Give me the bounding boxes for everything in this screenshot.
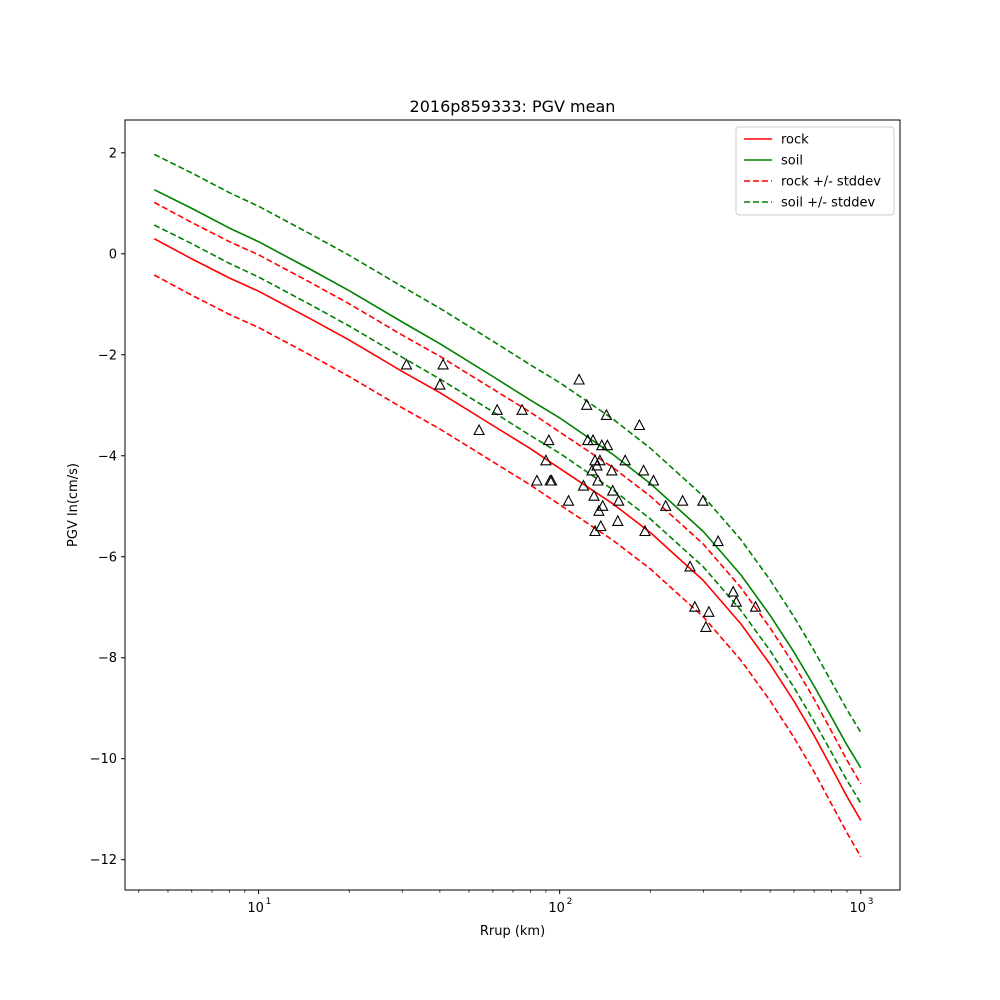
observation-points [400, 358, 762, 632]
legend-label: rock +/- stddev [781, 175, 881, 190]
y-tick-label: 0 [109, 247, 117, 262]
observation-point [727, 585, 740, 597]
observation-point [573, 373, 586, 385]
observation-point [647, 474, 660, 486]
observation-point [619, 454, 632, 466]
observation-point [606, 484, 619, 496]
observation-point [696, 494, 709, 506]
y-axis-label: PGV ln(cm/s) [66, 463, 81, 547]
series-line-soil [153, 188, 862, 769]
observation-point [688, 600, 701, 612]
observation-point [594, 519, 607, 532]
series-line-rock-stddev [153, 274, 862, 858]
observation-point [433, 378, 446, 390]
y-tick-label: −8 [98, 651, 117, 666]
series-line-rock-stddev [153, 201, 862, 785]
observation-point [702, 605, 715, 617]
observation-point [596, 499, 609, 511]
x-tick-label: 10 [548, 901, 565, 916]
x-tick-label: 10 [247, 901, 264, 916]
observation-point [749, 600, 762, 612]
observation-point [516, 403, 529, 415]
observation-point [580, 398, 593, 410]
y-tick-label: 2 [109, 146, 117, 161]
series-lines [153, 153, 862, 858]
observation-point [605, 464, 618, 476]
observation-point [730, 595, 743, 607]
observation-point [601, 439, 614, 451]
observation-point [545, 474, 558, 486]
observation-point [588, 489, 600, 501]
y-tick-label: −10 [90, 752, 117, 767]
observation-point [400, 358, 413, 370]
observation-point [699, 620, 712, 632]
observation-point [637, 464, 650, 476]
x-tick-exponent: 1 [266, 897, 272, 907]
observation-point [587, 433, 599, 446]
observation-point [542, 433, 555, 446]
legend-box [735, 126, 895, 216]
observation-point [593, 454, 606, 466]
x-tick-label: 10 [849, 901, 866, 916]
series-line-rock [153, 237, 862, 821]
legend-label: soil [781, 154, 803, 169]
observation-point [676, 494, 689, 506]
plot-area [125, 120, 900, 890]
y-tick-label: −2 [98, 348, 117, 363]
series-line-soil-stddev [153, 224, 862, 804]
y-tick-label: −12 [90, 853, 117, 868]
y-tick-label: −4 [98, 449, 117, 464]
observation-point [437, 358, 450, 370]
x-tick-exponent: 3 [868, 897, 874, 907]
observation-point [530, 474, 543, 486]
observation-point [659, 499, 672, 511]
observation-point [600, 408, 613, 420]
legend: rock soil rock +/- stddev soil +/- stddev [735, 126, 895, 216]
observation-point [562, 494, 575, 506]
observation-point [591, 474, 604, 486]
observation-point [639, 524, 651, 537]
y-tick-label: −6 [98, 550, 117, 565]
chart-title: 2016p859333: PGV mean [410, 97, 616, 116]
series-line-soil-stddev [153, 153, 862, 733]
observation-point [684, 560, 696, 572]
x-axis-label: Rrup (km) [480, 924, 545, 939]
x-tick-exponent: 2 [567, 897, 573, 907]
observation-point [539, 454, 552, 466]
observation-point [577, 479, 590, 491]
observation-point [473, 423, 486, 436]
observation-point [612, 494, 625, 506]
observation-point [611, 514, 624, 526]
observation-point [712, 534, 725, 547]
observation-point [491, 403, 504, 415]
plot-frame [124, 119, 901, 891]
legend-label: soil +/- stddev [781, 196, 876, 211]
observation-point [633, 418, 646, 431]
legend-label: rock [781, 133, 809, 148]
